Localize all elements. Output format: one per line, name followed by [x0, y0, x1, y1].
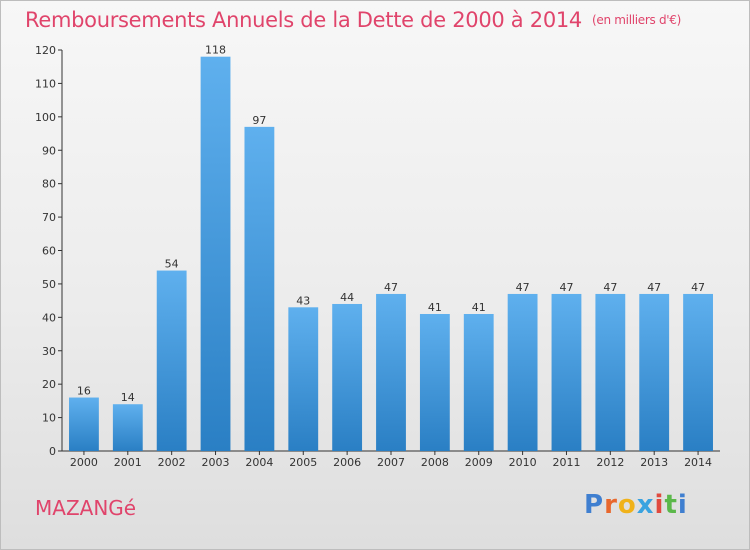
x-tick-label: 2004	[245, 456, 273, 469]
y-tick-label: 80	[42, 178, 56, 191]
bar	[244, 126, 275, 451]
proxiti-logo[interactable]: Proxiti	[584, 490, 688, 520]
bar	[639, 293, 670, 451]
bar	[156, 270, 187, 451]
y-tick-label: 30	[42, 345, 56, 358]
logo-letter: P	[584, 490, 605, 520]
y-tick-label: 0	[49, 445, 56, 458]
bar	[376, 293, 406, 451]
bars: 16 14 54 118 97 43 44 47 41 41 47 47 47 47 47	[69, 44, 713, 451]
y-tick-label: 100	[35, 111, 56, 124]
x-tick-label: 2006	[333, 456, 361, 469]
data-label: 47	[647, 281, 661, 294]
bar	[683, 293, 713, 451]
data-label: 54	[165, 258, 179, 271]
logo-letter: i	[677, 490, 688, 520]
y-tick-label: 70	[42, 211, 56, 224]
data-label: 14	[121, 391, 135, 404]
x-tick-label: 2011	[552, 456, 580, 469]
x-tick-label: 2014	[684, 456, 712, 469]
bar	[112, 404, 143, 451]
x-tick-label: 2012	[596, 456, 624, 469]
data-label: 47	[559, 281, 573, 294]
x-tick-label: 2009	[465, 456, 493, 469]
x-tick-label: 2013	[640, 456, 668, 469]
y-tick-label: 120	[35, 44, 56, 57]
data-label: 47	[516, 281, 530, 294]
x-tick-label: 2008	[421, 456, 449, 469]
y-tick-label: 90	[42, 144, 56, 157]
y-tick-label: 50	[42, 278, 56, 291]
title-text: Remboursements Annuels de la Dette de 20…	[25, 8, 582, 32]
data-label: 43	[296, 294, 310, 307]
bar	[69, 397, 99, 451]
y-tick-label: 10	[42, 412, 56, 425]
logo-letter: x	[636, 490, 655, 520]
bar	[551, 293, 582, 451]
bar	[200, 56, 231, 451]
chart-title: Remboursements Annuels de la Dette de 20…	[25, 8, 681, 32]
bar	[419, 313, 450, 451]
x-tick-label: 2005	[289, 456, 317, 469]
data-label: 97	[252, 114, 266, 127]
data-label: 47	[691, 281, 705, 294]
logo-letter: i	[654, 490, 665, 520]
x-tick-label: 2007	[377, 456, 405, 469]
bar	[507, 293, 538, 451]
bar	[332, 303, 363, 451]
bar	[463, 313, 494, 451]
x-tick-label: 2002	[158, 456, 186, 469]
y-tick-label: 60	[42, 245, 56, 258]
y-tick-label: 40	[42, 311, 56, 324]
data-label: 41	[428, 301, 442, 314]
logo-letter: t	[664, 490, 678, 520]
y-tick-label: 20	[42, 378, 56, 391]
commune-name: MAZANGé	[35, 496, 137, 520]
x-tick-label: 2001	[114, 456, 142, 469]
x-tick-label: 2003	[202, 456, 230, 469]
chart-unit: (en milliers d'€)	[592, 13, 682, 27]
data-label: 118	[205, 44, 226, 57]
x-tick-label: 2000	[70, 456, 98, 469]
data-label: 16	[77, 385, 91, 398]
data-label: 47	[384, 281, 398, 294]
logo-letter: r	[604, 490, 618, 520]
bar	[288, 307, 319, 451]
data-label: 41	[472, 301, 486, 314]
bar	[595, 293, 626, 451]
logo-letter: o	[617, 490, 637, 520]
x-tick-label: 2010	[509, 456, 537, 469]
data-label: 44	[340, 291, 354, 304]
data-label: 47	[603, 281, 617, 294]
y-tick-label: 110	[35, 77, 56, 90]
